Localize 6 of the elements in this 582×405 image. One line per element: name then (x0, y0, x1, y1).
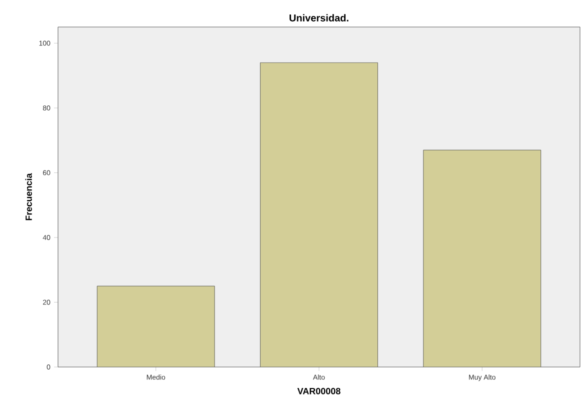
y-axis-title: Frecuencia (25, 173, 32, 220)
bar (423, 150, 542, 367)
bar (260, 62, 378, 367)
chart-title: Universidad. (290, 14, 348, 22)
x-axis-title: VAR00008 (297, 388, 340, 394)
bar (96, 286, 215, 367)
